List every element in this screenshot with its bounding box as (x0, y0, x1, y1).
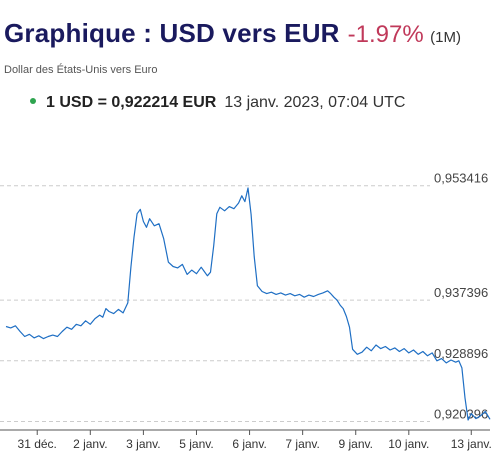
x-tick-label: 5 janv. (179, 437, 213, 451)
x-tick-label: 13 janv. (451, 437, 492, 451)
live-dot-icon (30, 97, 36, 104)
y-tick-label: 0,928896 (434, 346, 488, 361)
x-tick-label: 6 janv. (232, 437, 266, 451)
x-tick-label: 3 janv. (126, 437, 160, 451)
rate-value: 1 USD = 0,922214 EUR (46, 94, 217, 111)
series-group (5, 187, 491, 421)
y-axis-ticks: 0,953416 0,937396 0,928896 0,920396 (434, 171, 488, 422)
current-rate: 1 USD = 0,922214 EUR 13 janv. 2023, 07:04… (30, 94, 405, 112)
y-tick-label: 0,937396 (434, 285, 488, 300)
period-label: (1M) (430, 29, 461, 46)
y-tick-label: 0,920396 (434, 406, 488, 421)
chart-subtitle: Dollar des États-Unis vers Euro (4, 64, 158, 76)
x-tick-label: 31 déc. (18, 437, 57, 451)
change-percent: -1.97% (347, 21, 424, 48)
chart-header: Graphique : USD vers EUR -1.97% (1M) (4, 18, 461, 49)
x-tick-label: 7 janv. (285, 437, 319, 451)
series-line (5, 187, 491, 421)
rate-timestamp: 13 janv. 2023, 07:04 UTC (224, 94, 406, 111)
x-tick-label: 10 janv. (388, 437, 429, 451)
y-tick-label: 0,953416 (434, 171, 488, 186)
chart-title: Graphique : USD vers EUR (4, 18, 340, 48)
x-tick-label: 9 janv. (338, 437, 372, 451)
x-tick-label: 2 janv. (73, 437, 107, 451)
gridlines (0, 185, 430, 422)
x-axis: 31 déc. 2 janv. 3 janv. 5 janv. 6 janv. 7 jan… (0, 429, 492, 451)
